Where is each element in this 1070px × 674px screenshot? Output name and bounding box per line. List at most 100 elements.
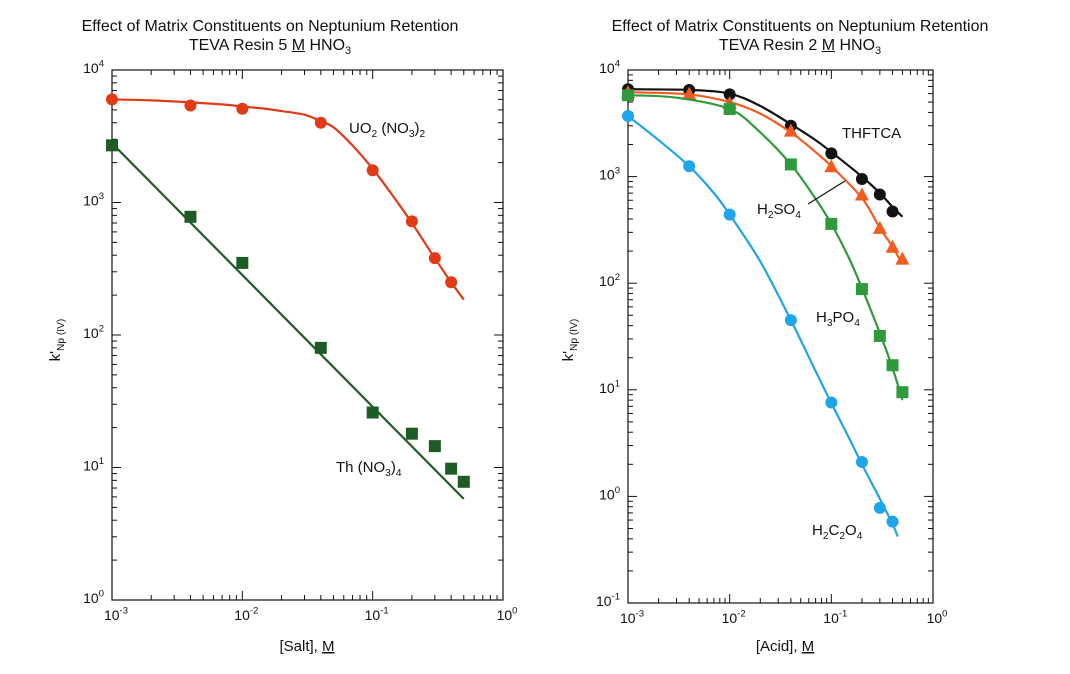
data-point xyxy=(236,102,249,115)
y-tick-label: 103 xyxy=(599,165,620,182)
chart-title-block: Effect of Matrix Constituents on Neptuni… xyxy=(0,17,540,61)
subtitle-subscript: 3 xyxy=(875,45,882,58)
data-point xyxy=(184,210,197,223)
x-tick-label: 10-1 xyxy=(823,609,847,626)
chart-title: Effect of Matrix Constituents on Neptuni… xyxy=(611,18,989,35)
data-point xyxy=(784,158,797,171)
y-tick-label: 104 xyxy=(83,59,105,76)
y-tick-label: 10-1 xyxy=(596,592,620,609)
chart-title: Effect of Matrix Constituents on Neptuni… xyxy=(81,18,459,35)
series-label: H2C2O4 xyxy=(812,522,863,542)
fit-line xyxy=(627,91,904,265)
data-point xyxy=(405,215,418,228)
subtitle-suffix: HNO xyxy=(835,37,876,54)
data-point xyxy=(683,160,696,173)
data-point xyxy=(886,359,899,372)
data-point xyxy=(236,256,249,269)
series-label: UO2 (NO3)2 xyxy=(349,120,426,140)
data-point xyxy=(896,386,909,399)
x-tick-label: 100 xyxy=(497,606,518,623)
subtitle-prefix: TEVA Resin 5 xyxy=(188,37,292,54)
axis-ticks xyxy=(111,70,503,601)
data-point xyxy=(106,93,118,106)
y-tick-label: 102 xyxy=(599,272,620,289)
subtitle-unit: M xyxy=(291,37,306,54)
series-h3po4 xyxy=(622,89,909,401)
subtitle-suffix: HNO xyxy=(305,37,346,54)
chart-subtitle: TEVA Resin 2 M HNO3 xyxy=(540,36,1060,61)
plot-frame xyxy=(111,69,504,601)
series-label: Th (NO3)4 xyxy=(336,459,402,479)
data-point xyxy=(723,88,736,101)
y-tick-label: 101 xyxy=(599,379,620,396)
data-point xyxy=(873,501,886,514)
data-point xyxy=(366,164,379,177)
x-tick-label: 10-2 xyxy=(234,606,258,623)
data-point xyxy=(184,99,197,112)
chart-svg: 10-3 10-2 10-1 100 100 101 102 103 104 [Salt], M k… xyxy=(47,59,518,655)
data-point xyxy=(895,251,910,265)
data-point xyxy=(872,220,887,234)
data-point xyxy=(428,440,441,453)
x-axis-label: [Acid], M xyxy=(756,638,814,655)
x-tick-label: 10-3 xyxy=(104,606,128,623)
series-label: H2SO4 xyxy=(757,201,801,221)
y-tick-label: 100 xyxy=(599,485,620,502)
x-tick-label: 10-3 xyxy=(620,609,644,626)
data-point xyxy=(873,329,886,342)
data-point xyxy=(405,427,418,440)
y-axis-label: k'Np (IV) xyxy=(560,319,580,362)
data-point xyxy=(314,116,327,129)
fit-line xyxy=(111,142,465,500)
data-point xyxy=(825,396,838,409)
chart-subtitle: TEVA Resin 5 M HNO3 xyxy=(0,36,540,61)
chart-panel-salt: Effect of Matrix Constituents on Neptuni… xyxy=(0,17,540,655)
label-leader-line xyxy=(807,180,846,205)
y-tick-label: 102 xyxy=(83,324,104,341)
data-point xyxy=(622,110,634,123)
data-point xyxy=(855,456,868,469)
data-point xyxy=(457,475,470,488)
y-tick-label: 104 xyxy=(599,59,621,76)
data-point xyxy=(106,139,118,152)
subtitle-unit: M xyxy=(821,37,836,54)
data-point xyxy=(855,172,868,185)
data-point xyxy=(428,252,441,265)
data-point xyxy=(825,217,838,230)
data-point xyxy=(723,208,736,221)
data-point xyxy=(445,276,458,289)
chart-title-block: Effect of Matrix Constituents on Neptuni… xyxy=(540,17,1060,61)
data-point xyxy=(622,89,634,102)
series-th-no3-4 xyxy=(106,139,470,500)
y-tick-label: 103 xyxy=(83,191,104,208)
data-point xyxy=(784,314,797,327)
subtitle-subscript: 3 xyxy=(345,45,352,58)
x-axis-label: [Salt], M xyxy=(279,638,334,655)
series-label: THFTCA xyxy=(842,125,901,142)
x-tick-label: 100 xyxy=(927,609,948,626)
x-tick-label: 10-1 xyxy=(365,606,389,623)
data-point xyxy=(723,103,736,116)
data-point xyxy=(886,205,899,218)
data-point xyxy=(366,406,379,419)
data-point xyxy=(873,188,886,201)
data-point xyxy=(445,462,458,475)
data-point xyxy=(314,341,327,354)
data-point xyxy=(855,283,868,296)
data-point xyxy=(854,187,869,201)
y-tick-label: 101 xyxy=(83,456,104,473)
data-point xyxy=(682,86,697,100)
chart-panel-acid: Effect of Matrix Constituents on Neptuni… xyxy=(540,0,1070,674)
subtitle-prefix: TEVA Resin 2 xyxy=(718,37,822,54)
y-tick-label: 100 xyxy=(83,589,104,606)
plot-frame xyxy=(627,69,934,604)
data-point xyxy=(885,239,900,253)
data-point xyxy=(825,147,838,160)
data-point xyxy=(783,123,798,137)
data-point xyxy=(824,159,839,173)
series-uo2-no3-2 xyxy=(106,93,465,301)
y-axis-label: k'Np (IV) xyxy=(47,319,67,362)
data-point xyxy=(886,515,899,528)
series-h2c2o4 xyxy=(622,110,899,537)
x-tick-label: 10-2 xyxy=(722,609,746,626)
